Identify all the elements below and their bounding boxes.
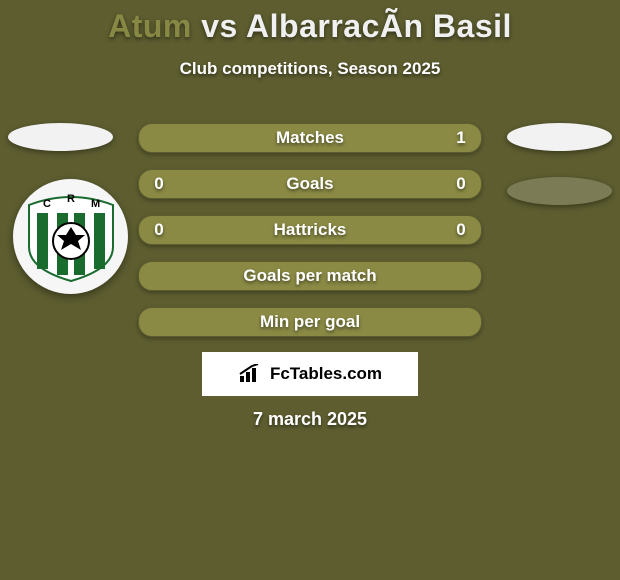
player2-marker-ellipse-1 (507, 123, 612, 151)
club-badge-svg: C R M (25, 191, 117, 283)
stat-row-goals-per-match: Goals per match (138, 261, 482, 291)
stat-label: Matches (165, 128, 455, 148)
bar-chart-icon (238, 364, 264, 384)
stat-left-value: 0 (153, 174, 165, 194)
watermark-text: FcTables.com (270, 364, 382, 384)
player2-name: AlbarracÃ­n Basil (246, 8, 512, 44)
stat-row-goals: 0 Goals 0 (138, 169, 482, 199)
stat-right-value: 0 (455, 220, 467, 240)
svg-text:M: M (91, 198, 100, 210)
stat-right-value: 1 (455, 128, 467, 148)
subtitle: Club competitions, Season 2025 (0, 59, 620, 79)
club-badge: C R M (13, 179, 128, 294)
stat-label: Goals per match (165, 266, 455, 286)
player1-marker-ellipse (8, 123, 113, 151)
stat-label: Goals (165, 174, 455, 194)
vs-separator: vs (192, 8, 246, 44)
stat-row-hattricks: 0 Hattricks 0 (138, 215, 482, 245)
comparison-title: Atum vs AlbarracÃ­n Basil (0, 0, 620, 45)
stat-label: Min per goal (165, 312, 455, 332)
stat-label: Hattricks (165, 220, 455, 240)
stat-left-value: 0 (153, 220, 165, 240)
svg-text:C: C (43, 198, 51, 210)
stat-right-value: 0 (455, 174, 467, 194)
watermark: FcTables.com (202, 352, 418, 396)
stats-table: Matches 1 0 Goals 0 0 Hattricks 0 Goals … (138, 123, 482, 353)
svg-text:R: R (67, 193, 75, 205)
stat-row-matches: Matches 1 (138, 123, 482, 153)
player1-name: Atum (108, 8, 192, 44)
player2-marker-ellipse-2 (507, 177, 612, 205)
footer-date: 7 march 2025 (0, 409, 620, 430)
stat-row-min-per-goal: Min per goal (138, 307, 482, 337)
